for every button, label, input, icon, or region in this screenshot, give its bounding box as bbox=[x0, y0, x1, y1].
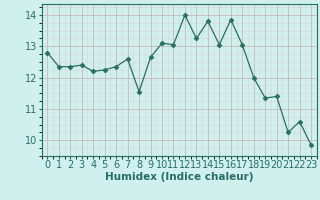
X-axis label: Humidex (Indice chaleur): Humidex (Indice chaleur) bbox=[105, 172, 253, 182]
